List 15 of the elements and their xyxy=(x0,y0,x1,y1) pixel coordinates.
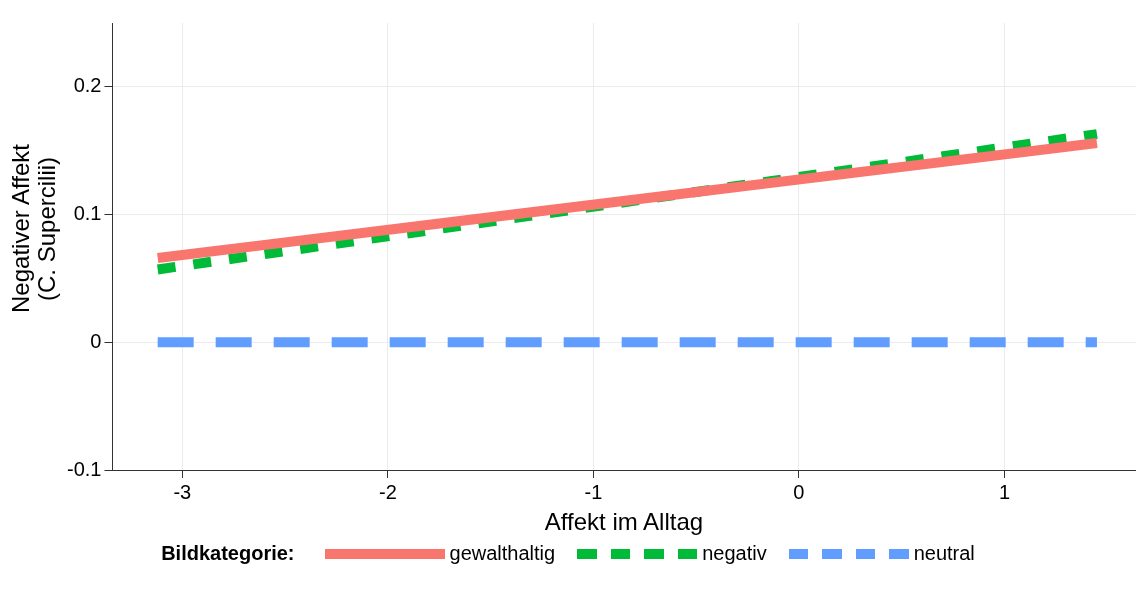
x-tick-label: -2 xyxy=(378,480,397,503)
x-tick-label: -3 xyxy=(173,480,192,503)
x-tick-label: 0 xyxy=(793,480,805,503)
legend-label: gewalthaltig xyxy=(449,542,556,565)
y-tick-label: 0 xyxy=(90,329,102,352)
y-tick-label: 0.1 xyxy=(73,202,102,225)
x-axis-title: Affekt im Alltag xyxy=(543,508,705,536)
y-axis-title: Negativer Affekt (C. Supercilii) xyxy=(7,143,60,313)
legend-title: Bildkategorie: xyxy=(161,542,295,565)
x-tick-label: 1 xyxy=(998,480,1011,503)
legend-label: negativ xyxy=(702,542,767,565)
legend-label: neutral xyxy=(913,542,975,565)
y-tick-label: -0.1 xyxy=(66,457,102,480)
y-tick-label: 0.2 xyxy=(73,74,102,97)
x-tick-label: -1 xyxy=(584,480,603,503)
